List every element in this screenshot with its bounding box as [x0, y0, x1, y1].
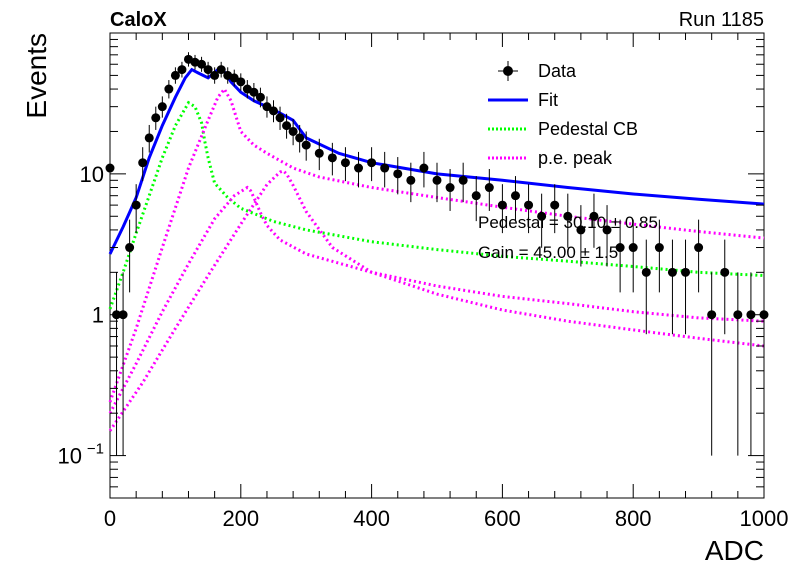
data-point — [269, 100, 278, 123]
legend-entry: p.e. peak — [488, 148, 613, 168]
data-point — [295, 124, 305, 153]
data-point — [327, 142, 337, 176]
data-point — [759, 272, 769, 456]
x-axis-title: ADC — [705, 535, 764, 566]
data-point — [694, 219, 704, 293]
data-point — [537, 193, 547, 248]
data-point — [471, 176, 481, 222]
data-point — [563, 193, 573, 248]
data-point — [210, 67, 220, 84]
legend-entry: Pedestal CB — [488, 119, 638, 139]
legend-label: Data — [538, 61, 577, 81]
data-point — [733, 272, 743, 456]
data-point — [550, 184, 560, 234]
data-point — [654, 219, 664, 293]
data-point — [164, 80, 174, 99]
data-point — [216, 61, 226, 78]
data-point — [667, 239, 677, 335]
data-point — [118, 272, 128, 456]
axis-ticks: 0 200 400 600 800 1000 10 −1 1 10 — [58, 33, 789, 531]
data-point — [197, 56, 207, 72]
header-experiment: CaloX — [110, 9, 167, 31]
data-point — [589, 193, 599, 248]
data-point — [707, 272, 717, 456]
data-point — [354, 151, 364, 188]
fit-curve — [108, 67, 765, 255]
header-run: Run 1185 — [679, 9, 764, 31]
data-point — [301, 131, 311, 161]
series-curve-3 — [108, 86, 765, 403]
legend-label: p.e. peak — [538, 148, 613, 168]
data-point — [138, 147, 148, 182]
data-point — [445, 168, 455, 211]
data-point — [602, 205, 612, 267]
data-point — [628, 219, 638, 293]
x-tick-label: 600 — [484, 506, 521, 531]
data-point — [125, 219, 135, 293]
legend-label: Pedestal CB — [538, 119, 638, 139]
data-point — [282, 113, 292, 139]
data-point — [681, 239, 691, 335]
data-point — [170, 67, 180, 84]
data-point — [275, 106, 285, 130]
series-curve-5 — [108, 169, 765, 432]
data-point — [157, 96, 167, 118]
data-point — [229, 69, 239, 87]
data-point — [720, 239, 730, 335]
pedestal-annotation: Pedestal = 30.10 ± 0.85 — [478, 213, 658, 232]
data-point — [249, 82, 259, 102]
x-tick-label: 0 — [104, 506, 116, 531]
data-point — [314, 138, 324, 171]
data-point — [236, 73, 246, 91]
data-point — [151, 106, 161, 130]
data-point — [419, 151, 429, 188]
data-point — [746, 272, 756, 456]
data-point — [393, 157, 403, 195]
plot-frame — [109, 32, 765, 499]
data-point — [615, 219, 625, 293]
data-point — [524, 184, 534, 234]
data-point — [131, 184, 141, 234]
data-point — [367, 147, 377, 182]
data-point — [497, 184, 507, 234]
data-point — [458, 162, 468, 203]
y-tick-label: 1 — [92, 303, 104, 328]
data-point — [105, 151, 115, 188]
x-tick-label: 400 — [353, 506, 390, 531]
data-point — [203, 61, 213, 78]
x-tick-label: 200 — [222, 506, 259, 531]
data-point — [255, 87, 265, 108]
data-point — [340, 147, 350, 182]
y-tick-exponent: −1 — [87, 441, 104, 458]
y-tick-label: 10 — [80, 162, 104, 187]
data-point — [406, 162, 416, 203]
data-point — [576, 205, 586, 267]
data-point — [288, 119, 298, 146]
data-point — [262, 96, 272, 118]
data-point — [380, 151, 390, 188]
data-point — [144, 124, 154, 153]
data-point — [510, 176, 520, 222]
data-point — [112, 272, 122, 456]
series-curve-2 — [108, 100, 765, 310]
gain-annotation: Gain = 45.00 ± 1.5 — [478, 243, 618, 262]
x-tick-label: 800 — [615, 506, 652, 531]
y-tick-label: 10 — [58, 444, 82, 469]
data-point — [484, 168, 494, 211]
chart-marks — [105, 52, 769, 456]
data-point — [432, 162, 442, 203]
legend-entry: Fit — [488, 90, 558, 110]
y-axis-title: Events — [21, 33, 52, 119]
data-point — [177, 61, 187, 78]
data-point — [641, 239, 651, 335]
series-curve-4 — [108, 185, 765, 414]
legend-entry: Data — [498, 61, 577, 81]
x-tick-label: 1000 — [740, 506, 789, 531]
legend-label: Fit — [538, 90, 558, 110]
legend: Data Fit Pedestal CB p.e. peak — [488, 61, 638, 168]
